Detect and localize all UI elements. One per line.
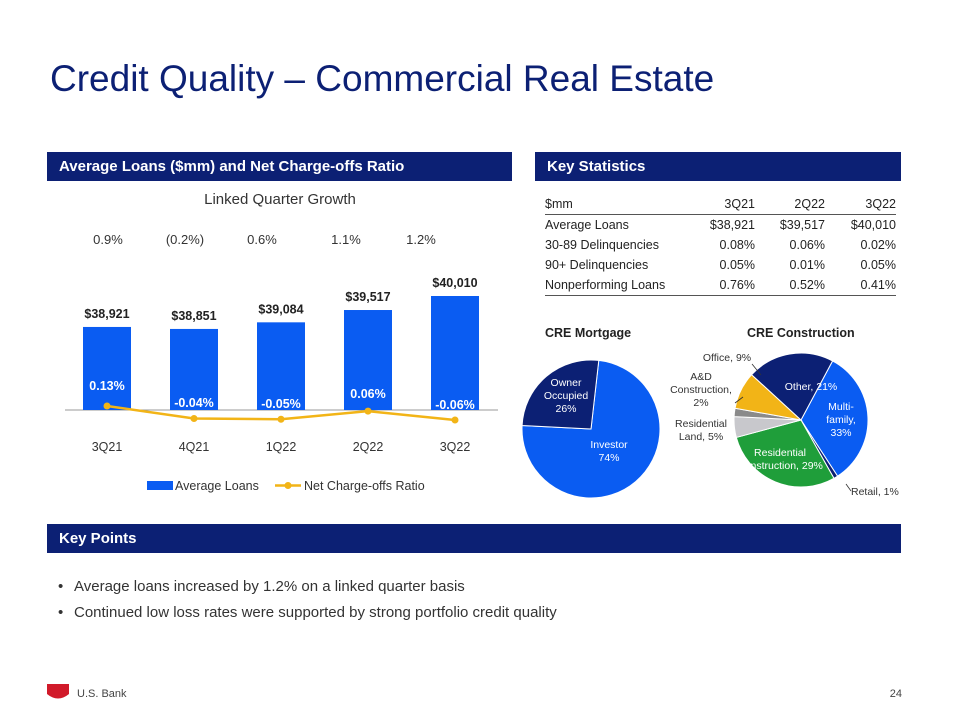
table-cell: 0.05% (860, 258, 896, 272)
key-points-header: Key Points (47, 524, 901, 553)
table-cell: 0.76% (685, 275, 755, 296)
key-points-list: • Average loans increased by 1.2% on a li… (58, 578, 557, 630)
cre-construction-title: CRE Construction (747, 326, 855, 340)
x-tick-label: 1Q22 (266, 440, 297, 454)
row-label: Nonperforming Loans (545, 275, 685, 296)
growth-value: 1.2% (406, 232, 436, 247)
row-label: 30-89 Delinquencies (545, 238, 659, 252)
table-cell: 0.06% (789, 238, 825, 252)
brand-name: U.S. Bank (77, 688, 127, 700)
us-bank-logo-icon (47, 684, 69, 699)
bar-average-loans (170, 328, 218, 410)
bar-value-label: $39,517 (345, 290, 390, 304)
loans-combo-chart: $38,921 3Q21 $38,851 4Q21 $39,084 1Q22 $39,517… (65, 276, 498, 493)
chargeoff-value-label: 0.13% (89, 379, 124, 393)
key-point-text: Average loans increased by 1.2% on a lin… (74, 578, 465, 595)
table-row: 90+ Delinquencies 0.05% 0.01% 0.05% (545, 255, 896, 275)
x-tick-label: 3Q21 (92, 440, 123, 454)
row-label: Average Loans (545, 218, 629, 232)
cre-mortgage-title: CRE Mortgage (545, 326, 632, 340)
pie-label-investor: Investor 74% (590, 439, 628, 464)
bar-value-label: $40,010 (432, 276, 477, 290)
table-cell: 0.02% (860, 238, 896, 252)
stats-panel-header: Key Statistics (535, 152, 901, 181)
table-row: Nonperforming Loans 0.76% 0.52% 0.41% (545, 275, 896, 296)
list-item: • Average loans increased by 1.2% on a li… (58, 578, 465, 595)
table-header-row: $mm 3Q21 2Q22 3Q22 (545, 194, 896, 215)
growth-value: (0.2%) (165, 232, 205, 247)
table-cell: 0.05% (719, 258, 755, 272)
x-tick-label: 2Q22 (353, 440, 384, 454)
key-statistics-table: $mm 3Q21 2Q22 3Q22 Average Loans $38,921… (545, 194, 896, 296)
growth-value: 1.1% (331, 232, 361, 247)
chargeoff-value-label: -0.05% (261, 397, 301, 411)
bar-average-loans (431, 296, 479, 410)
column-header: $mm (545, 194, 685, 215)
net-chargeoff-point (103, 402, 111, 410)
column-header: 3Q21 (685, 194, 755, 215)
pie-slice-residential-construction (735, 419, 835, 488)
leader-line-office (751, 363, 762, 376)
x-tick-label: 4Q21 (179, 440, 210, 454)
pie-label-residential-land: Residential Land, 5% (675, 418, 727, 443)
growth-value: 0.6% (247, 232, 277, 247)
legend-marker-chargeoffs (284, 482, 292, 489)
list-item: • Continued low loss rates were supported… (58, 604, 557, 621)
table-cell: $39,517 (779, 218, 825, 232)
table-cell: 0.41% (825, 275, 896, 296)
column-header: 3Q22 (825, 194, 896, 215)
chart-subtitle: Linked Quarter Growth (204, 191, 356, 208)
bar-average-loans (83, 326, 131, 410)
x-tick-label: 3Q22 (440, 440, 471, 454)
column-header: 2Q22 (755, 194, 825, 215)
table-row: 30-89 Delinquencies 0.08% 0.06% 0.02% (545, 235, 896, 255)
leader-line-ad (734, 396, 744, 404)
net-chargeoff-point (277, 415, 285, 423)
cre-pie-charts: Investor 74%Owner Occupied 26% Multi-family,… (521, 352, 899, 499)
pie-slice-owner-occupied (521, 359, 600, 430)
table-row: Average Loans $38,921 $39,517 $40,010 (545, 215, 896, 236)
loans-panel-header: Average Loans ($mm) and Net Charge-offs … (47, 152, 512, 181)
row-label: 90+ Delinquencies (545, 258, 649, 272)
pie-label-office: Office, 9% (703, 352, 751, 364)
pie-label-residential-construction: Residential Construction, 29% (737, 447, 823, 472)
page-number: 24 (889, 688, 902, 700)
growth-value: 0.9% (93, 232, 123, 247)
pie-label-ad-construction: A&D Construction, 2% (670, 371, 732, 409)
legend-label: Net Charge-offs Ratio (304, 479, 425, 493)
table-cell: 0.08% (719, 238, 755, 252)
bar-average-loans (257, 322, 305, 410)
chargeoff-value-label: -0.06% (435, 398, 475, 412)
pie-slice-other (750, 352, 834, 421)
pie-label-retail: Retail, 1% (851, 486, 899, 498)
table-cell: 0.52% (755, 275, 825, 296)
bar-value-label: $38,851 (171, 309, 216, 323)
table-cell: 0.01% (789, 258, 825, 272)
net-chargeoff-point (364, 407, 372, 415)
bar-value-label: $39,084 (258, 302, 303, 316)
leader-line-retail (845, 483, 852, 492)
net-chargeoff-point (451, 416, 459, 424)
chargeoff-value-label: -0.04% (174, 396, 214, 410)
chargeoff-value-label: 0.06% (350, 387, 385, 401)
key-point-text: Continued low loss rates were supported … (74, 604, 557, 621)
table-cell: $40,010 (850, 218, 896, 232)
net-chargeoff-point (190, 415, 198, 423)
page-title: Credit Quality – Commercial Real Estate (50, 58, 715, 99)
pie-label-other: Other, 21% (785, 381, 838, 393)
pie-label-multifamily: Multi-family, 33% (826, 401, 856, 439)
bar-value-label: $38,921 (84, 307, 129, 321)
table-cell: $38,921 (709, 218, 755, 232)
legend-label: Average Loans (175, 479, 259, 493)
legend-swatch-average-loans (147, 481, 173, 490)
bar-average-loans (344, 310, 392, 410)
pie-label-owner-occupied: Owner Occupied 26% (544, 377, 589, 415)
